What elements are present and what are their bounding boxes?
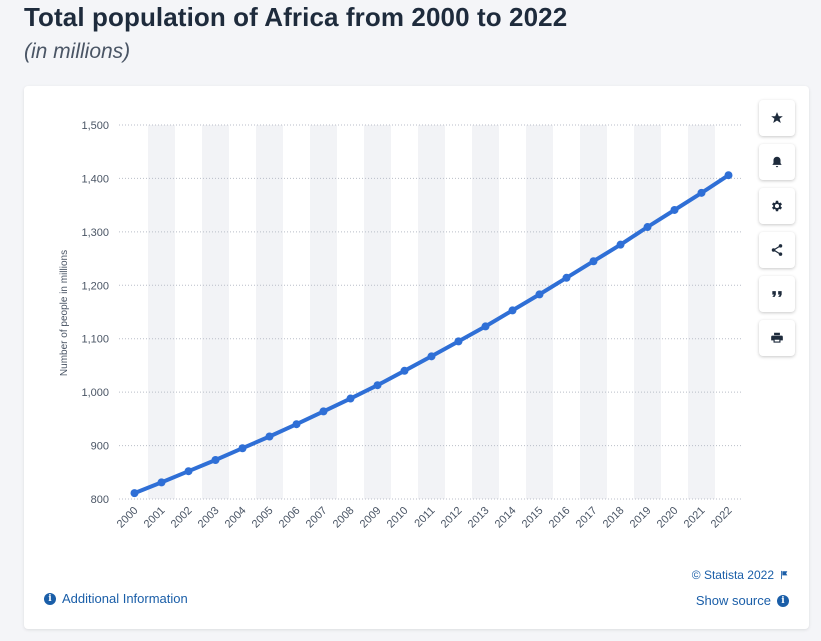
share-button[interactable] xyxy=(759,232,795,268)
data-point[interactable] xyxy=(211,455,220,464)
x-tick-label: 2014 xyxy=(493,505,519,531)
cite-button[interactable] xyxy=(759,276,795,312)
x-tick-label: 2005 xyxy=(250,505,276,531)
copyright-link[interactable]: © Statista 2022 xyxy=(692,568,789,582)
info-icon: i xyxy=(777,594,789,607)
additional-information-link[interactable]: i Additional Information xyxy=(44,591,188,606)
data-point[interactable] xyxy=(562,273,571,282)
share-icon xyxy=(771,244,783,256)
data-point[interactable] xyxy=(454,337,463,346)
x-tick-label: 2013 xyxy=(466,505,492,531)
chart-card: 800 900 1,000 1,100 1,200 1,300 1,400 1,500 200… xyxy=(24,86,809,629)
quote-icon xyxy=(772,291,782,297)
x-tick-label: 2011 xyxy=(412,505,437,530)
copyright-label: © Statista 2022 xyxy=(691,568,774,582)
y-tick-label: 1,000 xyxy=(81,387,109,399)
show-source-label: Show source xyxy=(695,593,771,608)
flag-icon xyxy=(781,570,788,580)
x-tick-label: 2018 xyxy=(601,505,627,531)
y-tick-label: 900 xyxy=(91,441,109,453)
settings-button[interactable] xyxy=(759,188,795,224)
data-point[interactable] xyxy=(292,420,301,429)
favorite-button[interactable] xyxy=(759,100,795,136)
column-band xyxy=(202,125,229,499)
print-button[interactable] xyxy=(759,320,795,356)
data-point[interactable] xyxy=(400,366,409,375)
column-band xyxy=(364,125,391,499)
data-point[interactable] xyxy=(643,223,652,232)
data-point[interactable] xyxy=(265,432,274,441)
x-tick-label: 2008 xyxy=(331,505,357,531)
x-tick-label: 2002 xyxy=(169,505,195,531)
data-point[interactable] xyxy=(508,306,517,315)
y-tick-label: 1,500 xyxy=(81,120,109,132)
y-axis-title: Number of people in millions xyxy=(59,250,70,376)
line-chart: 800 900 1,000 1,100 1,200 1,300 1,400 1,500 200… xyxy=(59,120,742,531)
x-tick-label: 2019 xyxy=(628,505,654,531)
data-point[interactable] xyxy=(130,489,139,498)
data-point[interactable] xyxy=(346,394,355,403)
x-tick-label: 2020 xyxy=(655,505,681,531)
y-tick-label: 1,300 xyxy=(81,227,109,239)
y-tick-label: 1,100 xyxy=(81,334,109,346)
x-tick-label: 2007 xyxy=(304,505,330,531)
x-tick-label: 2010 xyxy=(385,505,411,531)
star-icon xyxy=(771,112,783,123)
data-point[interactable] xyxy=(589,257,598,266)
y-tick-label: 1,200 xyxy=(81,280,109,292)
data-point[interactable] xyxy=(670,205,679,214)
additional-information-label: Additional Information xyxy=(62,591,188,606)
x-tick-label: 2012 xyxy=(439,505,465,531)
chart-subtitle: (in millions) xyxy=(24,40,131,63)
data-point[interactable] xyxy=(184,467,193,476)
x-tick-label: 2000 xyxy=(115,505,141,531)
column-band xyxy=(310,125,337,499)
x-tick-label: 2001 xyxy=(142,505,168,531)
x-tick-label: 2003 xyxy=(196,505,222,531)
data-point[interactable] xyxy=(319,407,328,416)
column-band xyxy=(418,125,445,499)
x-tick-label: 2015 xyxy=(520,505,546,531)
data-point[interactable] xyxy=(238,444,247,453)
info-icon: i xyxy=(44,592,56,605)
x-tick-label: 2021 xyxy=(682,505,708,531)
column-band xyxy=(580,125,607,499)
x-tick-label: 2016 xyxy=(547,505,573,531)
column-band xyxy=(148,125,175,499)
x-tick-label: 2006 xyxy=(277,505,303,531)
y-tick-label: 1,400 xyxy=(81,173,109,185)
x-tick-label: 2004 xyxy=(223,505,249,531)
data-point[interactable] xyxy=(427,352,436,361)
data-point[interactable] xyxy=(157,478,166,487)
column-band xyxy=(526,125,553,499)
data-point[interactable] xyxy=(616,240,625,249)
x-tick-label: 2009 xyxy=(358,505,384,531)
y-tick-label: 800 xyxy=(91,494,109,506)
data-point[interactable] xyxy=(724,171,733,180)
data-point[interactable] xyxy=(535,290,544,299)
column-band xyxy=(472,125,499,499)
data-point[interactable] xyxy=(373,381,382,390)
column-band xyxy=(688,125,715,499)
column-band xyxy=(256,125,283,499)
print-icon xyxy=(771,332,783,343)
column-band xyxy=(634,125,661,499)
x-tick-label: 2022 xyxy=(709,505,735,531)
x-tick-label: 2017 xyxy=(574,505,600,531)
gear-icon xyxy=(772,200,782,212)
chart-title: Total population of Africa from 2000 to … xyxy=(24,2,568,32)
data-point[interactable] xyxy=(481,322,490,331)
bell-icon xyxy=(772,156,782,168)
notification-button[interactable] xyxy=(759,144,795,180)
show-source-link[interactable]: Show source i xyxy=(696,593,789,608)
data-point[interactable] xyxy=(697,188,706,197)
